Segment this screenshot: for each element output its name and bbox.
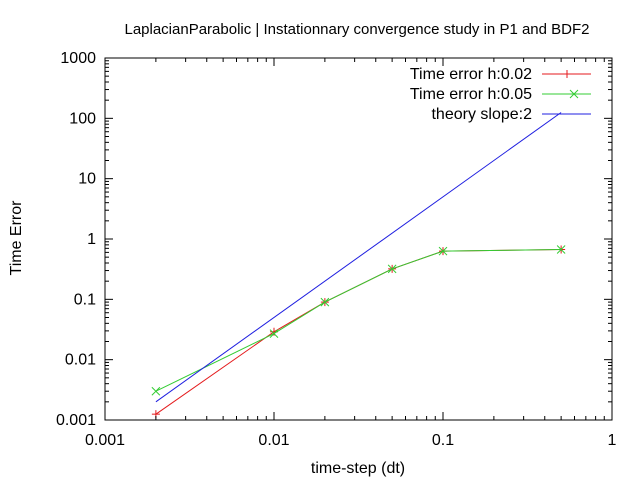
y-tick-label: 10: [78, 171, 96, 188]
y-tick-label: 0.01: [65, 352, 96, 369]
legend-label-1: Time error h:0.05: [410, 86, 532, 103]
series-line-0: [155, 249, 562, 415]
y-axis-title: Time Error: [8, 200, 25, 276]
x-tick-label: 0.001: [85, 432, 125, 449]
y-tick-label: 100: [69, 110, 96, 127]
data-point-1-2: [320, 297, 330, 307]
chart-title: LaplacianParabolic | Instationnary conve…: [124, 21, 589, 38]
data-point-1-4: [438, 246, 448, 256]
legend-label-2: theory slope:2: [431, 106, 532, 123]
y-tick-label: 1: [87, 231, 96, 248]
y-tick-label: 1000: [60, 50, 96, 67]
y-tick-label: 0.1: [74, 291, 96, 308]
legend-marker-1: [569, 89, 579, 99]
plot-frame: [104, 57, 613, 421]
axes: 0.001 0.01 0.1 1 0.001 0.01 0.1 1 10 100 1000: [56, 50, 617, 449]
x-tick-label: 0.01: [258, 432, 289, 449]
legend: Time error h:0.02 Time error h:0.05 theory…: [410, 66, 591, 123]
plot-area: [151, 112, 566, 419]
x-tick-label: 0.1: [432, 432, 454, 449]
data-point-1-0: [151, 386, 161, 396]
x-axis-title: time-step (dt): [311, 460, 405, 477]
y-tick-label: 0.001: [56, 412, 96, 429]
series-line-1: [155, 249, 562, 392]
x-tick-label: 1: [608, 432, 617, 449]
data-point-1-5: [556, 245, 566, 254]
data-point-1-3: [387, 264, 397, 274]
series-line-2: [155, 112, 562, 403]
data-point-1-1: [269, 329, 279, 338]
legend-label-0: Time error h:0.02: [410, 66, 532, 83]
